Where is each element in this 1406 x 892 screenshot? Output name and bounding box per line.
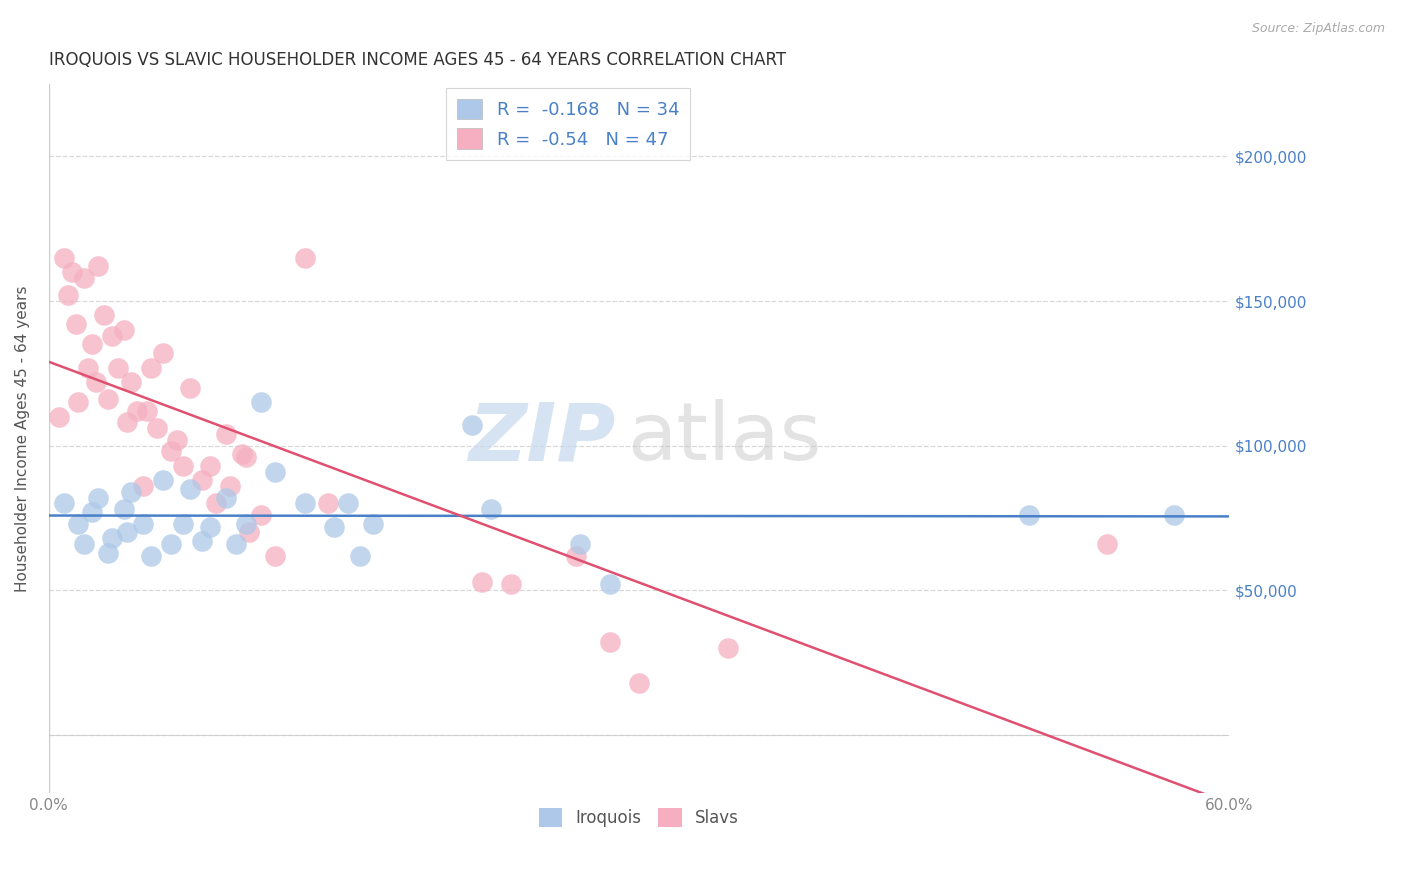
Point: [471, 574, 494, 589]
Point: [294, 251, 316, 265]
Point: [53, 496, 76, 510]
Point: [198, 519, 221, 533]
Point: [159, 444, 181, 458]
Point: [58, 288, 80, 302]
Point: [117, 416, 139, 430]
Point: [218, 479, 240, 493]
Point: [264, 465, 287, 479]
Point: [336, 496, 359, 510]
Point: [146, 421, 169, 435]
Point: [159, 537, 181, 551]
Point: [198, 458, 221, 473]
Point: [48, 409, 70, 424]
Point: [152, 346, 174, 360]
Point: [501, 577, 523, 591]
Point: [215, 491, 238, 505]
Point: [316, 496, 339, 510]
Y-axis label: Householder Income Ages 45 - 64 years: Householder Income Ages 45 - 64 years: [15, 285, 30, 591]
Point: [235, 450, 257, 465]
Point: [172, 458, 194, 473]
Point: [349, 549, 371, 563]
Point: [481, 502, 503, 516]
Point: [87, 260, 110, 274]
Point: [1018, 508, 1040, 522]
Point: [191, 534, 214, 549]
Point: [235, 516, 257, 531]
Point: [1097, 537, 1119, 551]
Point: [127, 404, 149, 418]
Point: [97, 546, 120, 560]
Point: [717, 641, 740, 656]
Point: [238, 525, 260, 540]
Point: [191, 473, 214, 487]
Point: [93, 309, 115, 323]
Point: [120, 484, 142, 499]
Point: [67, 395, 90, 409]
Point: [112, 323, 135, 337]
Point: [112, 502, 135, 516]
Point: [100, 328, 122, 343]
Point: [80, 337, 103, 351]
Point: [139, 549, 162, 563]
Point: [136, 404, 159, 418]
Point: [117, 525, 139, 540]
Point: [179, 482, 201, 496]
Text: ZIP: ZIP: [468, 400, 616, 477]
Point: [461, 418, 484, 433]
Text: Source: ZipAtlas.com: Source: ZipAtlas.com: [1251, 22, 1385, 36]
Point: [1163, 508, 1185, 522]
Point: [139, 360, 162, 375]
Point: [250, 508, 273, 522]
Point: [80, 505, 103, 519]
Point: [363, 516, 385, 531]
Text: atlas: atlas: [627, 400, 821, 477]
Point: [250, 395, 273, 409]
Point: [77, 360, 100, 375]
Point: [73, 271, 96, 285]
Point: [294, 496, 316, 510]
Point: [97, 392, 120, 407]
Point: [599, 635, 621, 649]
Point: [225, 537, 247, 551]
Point: [84, 375, 107, 389]
Point: [60, 265, 83, 279]
Text: IROQUOIS VS SLAVIC HOUSEHOLDER INCOME AGES 45 - 64 YEARS CORRELATION CHART: IROQUOIS VS SLAVIC HOUSEHOLDER INCOME AG…: [49, 51, 786, 69]
Point: [172, 516, 194, 531]
Point: [132, 479, 155, 493]
Point: [132, 516, 155, 531]
Point: [120, 375, 142, 389]
Point: [65, 317, 87, 331]
Point: [565, 549, 588, 563]
Point: [67, 516, 90, 531]
Point: [205, 496, 228, 510]
Point: [628, 675, 651, 690]
Point: [599, 577, 621, 591]
Point: [569, 537, 592, 551]
Point: [166, 433, 188, 447]
Point: [215, 427, 238, 442]
Point: [107, 360, 129, 375]
Point: [264, 549, 287, 563]
Point: [152, 473, 174, 487]
Point: [231, 447, 253, 461]
Point: [87, 491, 110, 505]
Point: [179, 381, 201, 395]
Legend: Iroquois, Slavs: Iroquois, Slavs: [533, 801, 745, 834]
Point: [323, 519, 346, 533]
Point: [53, 251, 76, 265]
Point: [100, 531, 122, 545]
Point: [73, 537, 96, 551]
